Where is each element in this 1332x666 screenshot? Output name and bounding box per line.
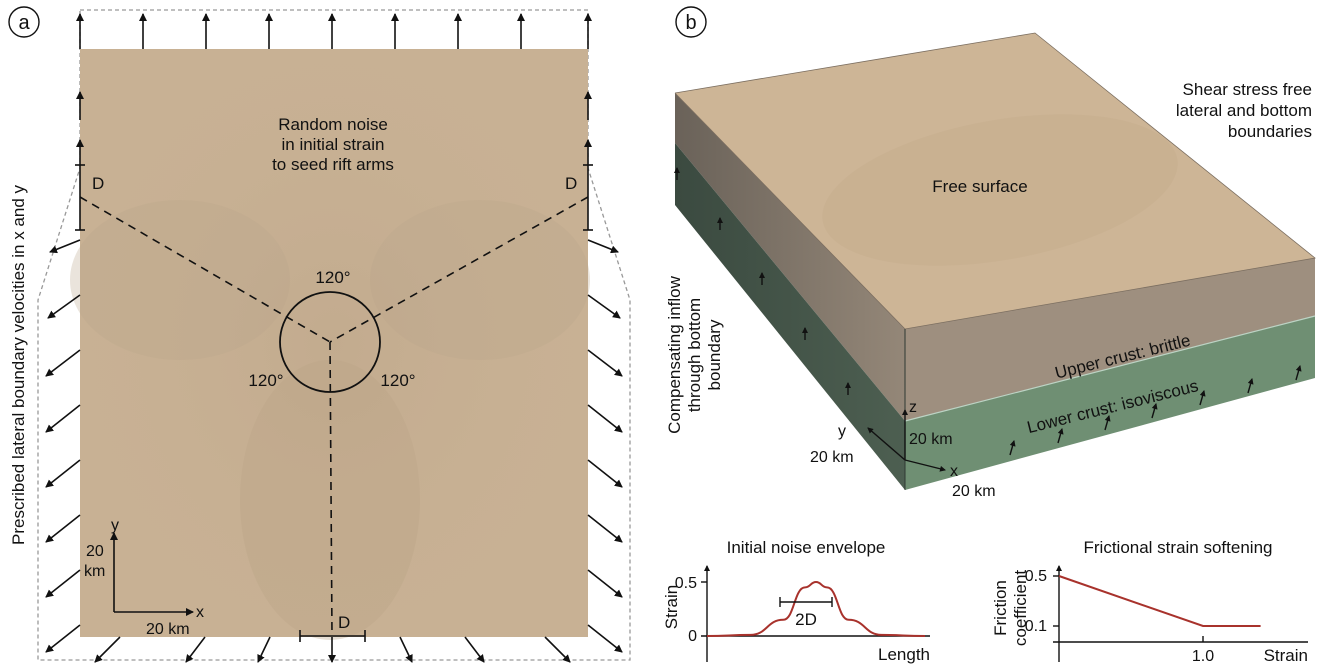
svg-text:through bottom: through bottom	[685, 298, 704, 412]
free-surface-top	[675, 33, 1315, 329]
axis-y: y	[838, 423, 846, 440]
chart2-title: Frictional strain softening	[1084, 538, 1273, 557]
chart2-xtick-1: 1.0	[1192, 648, 1214, 665]
angle-top: 120°	[315, 268, 350, 287]
axis-z: z	[909, 399, 917, 416]
chart-strain-softening: Frictional strain softening Friction coe…	[991, 538, 1308, 665]
chart-noise-envelope: Initial noise envelope Strain 0.5 0 Leng…	[662, 538, 930, 664]
chart1-title: Initial noise envelope	[727, 538, 886, 557]
block-left-sand	[675, 93, 905, 421]
chart1-ytick-05: 0.5	[675, 575, 697, 592]
axis-y-len: 20 km	[810, 449, 854, 466]
chart2-ylabel-1: Friction	[991, 580, 1010, 636]
chart2-xlabel: Strain	[1264, 646, 1308, 665]
chart1-annotation: 2D	[795, 610, 817, 629]
chart2-ytick-05: 0.5	[1025, 568, 1047, 585]
angle-right: 120°	[380, 371, 415, 390]
axis-z-len: 20 km	[909, 431, 953, 448]
angle-left: 120°	[248, 371, 283, 390]
block-left-green	[675, 143, 905, 490]
scale-axes	[110, 532, 194, 616]
chart1-ytick-0: 0	[688, 628, 697, 645]
bottom-boundary-arrows	[94, 636, 571, 663]
axis-x: x	[950, 463, 958, 480]
axis-x-len: 20 km	[952, 483, 996, 500]
right-boundary-arrows	[587, 239, 623, 653]
inflow-arrows	[674, 167, 1302, 456]
shear-stress-note: Shear stress free lateral and bottom bou…	[1176, 80, 1312, 141]
svg-text:Compensating inflow: Compensating inflow	[665, 275, 684, 434]
d-label-left: D	[92, 174, 104, 193]
svg-text:lateral and bottom: lateral and bottom	[1176, 101, 1312, 120]
svg-text:b: b	[685, 12, 696, 34]
svg-text:to seed rift arms: to seed rift arms	[272, 155, 394, 174]
svg-text:boundaries: boundaries	[1228, 122, 1312, 141]
chart2-ylabel-2: coefficient	[1011, 570, 1030, 647]
d-marker-bottom	[299, 630, 366, 642]
inflow-note: Compensating inflow through bottom bound…	[665, 275, 724, 434]
d-label-right: D	[565, 174, 577, 193]
corner-axes	[867, 409, 946, 472]
scale-x: x	[196, 604, 204, 621]
rift-arms	[79, 196, 589, 637]
left-boundary-arrows	[45, 239, 81, 653]
svg-text:boundary: boundary	[705, 319, 724, 390]
chart1-ylabel: Strain	[662, 585, 681, 629]
chart1-series-line	[706, 580, 926, 637]
chart1-xlabel: Length	[878, 645, 930, 664]
side-arrows-up	[76, 91, 592, 165]
noise-note: Random noise in initial strain to seed r…	[272, 115, 394, 174]
svg-text:a: a	[18, 12, 30, 34]
top-boundary-arrows	[76, 13, 592, 49]
chart2-series-line	[1058, 575, 1261, 627]
panel-b-label: b	[675, 6, 707, 38]
boundary-velocity-label: Prescribed lateral boundary velocities i…	[9, 184, 28, 545]
svg-text:in initial strain: in initial strain	[282, 135, 385, 154]
block-front-sand	[905, 258, 1315, 421]
free-surface-label: Free surface	[932, 177, 1027, 196]
d-label-bottom: D	[338, 613, 350, 632]
svg-text:Shear stress free: Shear stress free	[1183, 80, 1312, 99]
scale-y-len: 20	[86, 543, 104, 560]
scale-x-len: 20 km	[146, 621, 190, 638]
triple-junction-circle	[279, 291, 381, 393]
block-front-green	[905, 316, 1315, 490]
chart2-ytick-01: 0.1	[1025, 618, 1047, 635]
panel-b: b Free surface Upper crust: brittle	[665, 6, 1316, 500]
panel-a-label: a	[8, 6, 40, 38]
chart1-2d-bracket	[779, 597, 833, 607]
panel-a: a Prescribed lateral boundary velocities…	[8, 6, 631, 663]
scale-y: y	[111, 517, 119, 534]
svg-text:Random noise: Random noise	[278, 115, 388, 134]
scale-y-unit: km	[84, 563, 105, 580]
